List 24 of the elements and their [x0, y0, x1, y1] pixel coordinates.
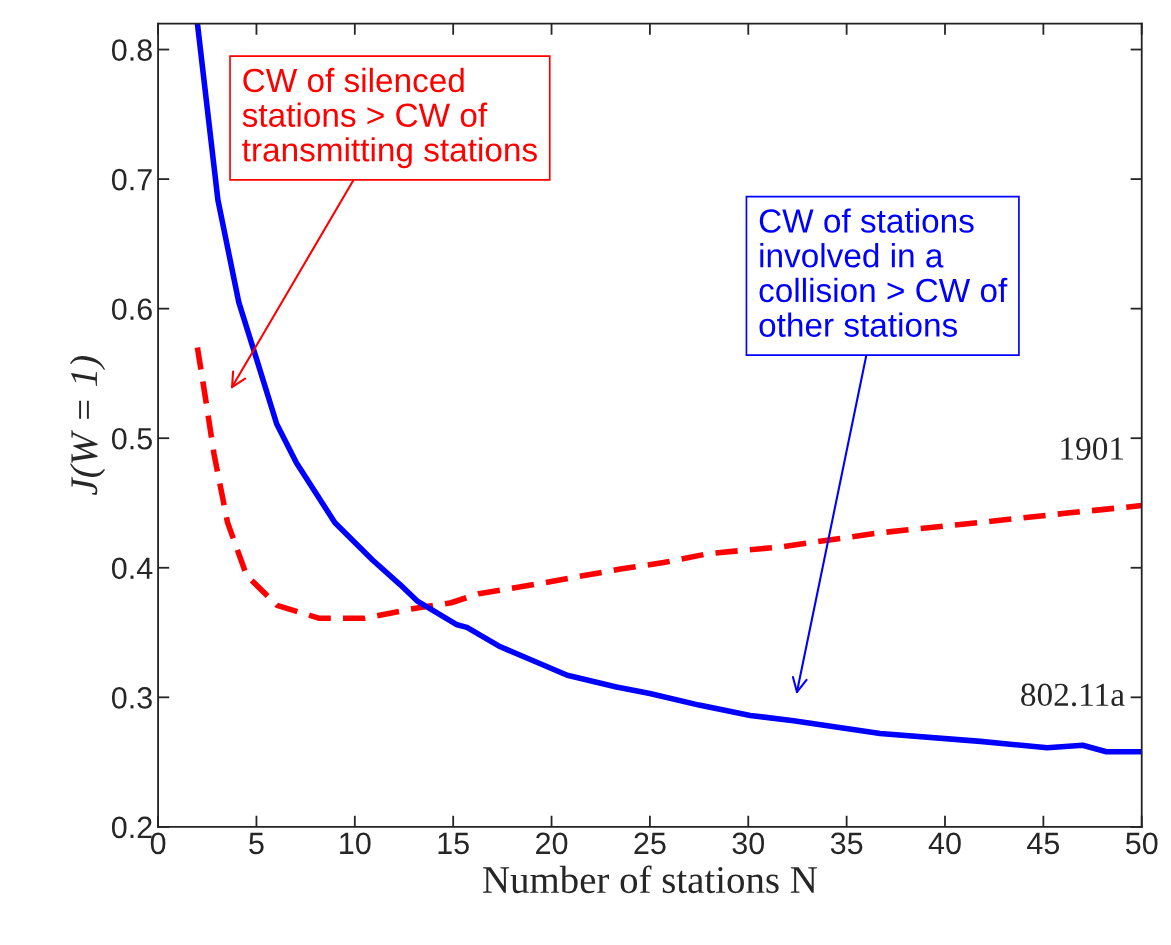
annotation: CW of silenced stations > CW of transmitting stations	[242, 67, 537, 169]
x-tick-label: 10	[340, 832, 371, 855]
x-tick-label: 15	[438, 832, 469, 855]
y-axis-title: J(W = 1)	[69, 356, 106, 495]
x-tick-label: 30	[732, 832, 765, 855]
x-tick-label: 45	[1027, 832, 1060, 855]
y-tick-label: 0.6	[111, 298, 152, 321]
x-tick-label: 20	[536, 832, 568, 855]
series-label: 802.11a	[1021, 683, 1125, 707]
y-tick-label: 0.4	[111, 557, 153, 580]
x-tick-label: 5	[249, 832, 264, 855]
x-tick-label: 0	[150, 832, 166, 855]
y-tick-label: 0.7	[111, 168, 152, 191]
y-tick-label: 0.2	[111, 816, 152, 839]
x-tick-label: 35	[830, 832, 863, 855]
y-tick-label: 0.8	[111, 39, 152, 61]
y-tick-label: 0.3	[111, 687, 152, 709]
y-tick-label: 0.5	[111, 427, 152, 450]
annotation: CW of stations involved in a collision > CW of other stations	[759, 208, 1008, 337]
x-tick-label: 25	[634, 832, 666, 855]
x-tick-label: 40	[928, 832, 961, 855]
x-tick-label: 50	[1125, 832, 1158, 855]
x-axis-title: Number of stations N	[483, 865, 817, 894]
series-label: 1901	[1061, 437, 1124, 460]
